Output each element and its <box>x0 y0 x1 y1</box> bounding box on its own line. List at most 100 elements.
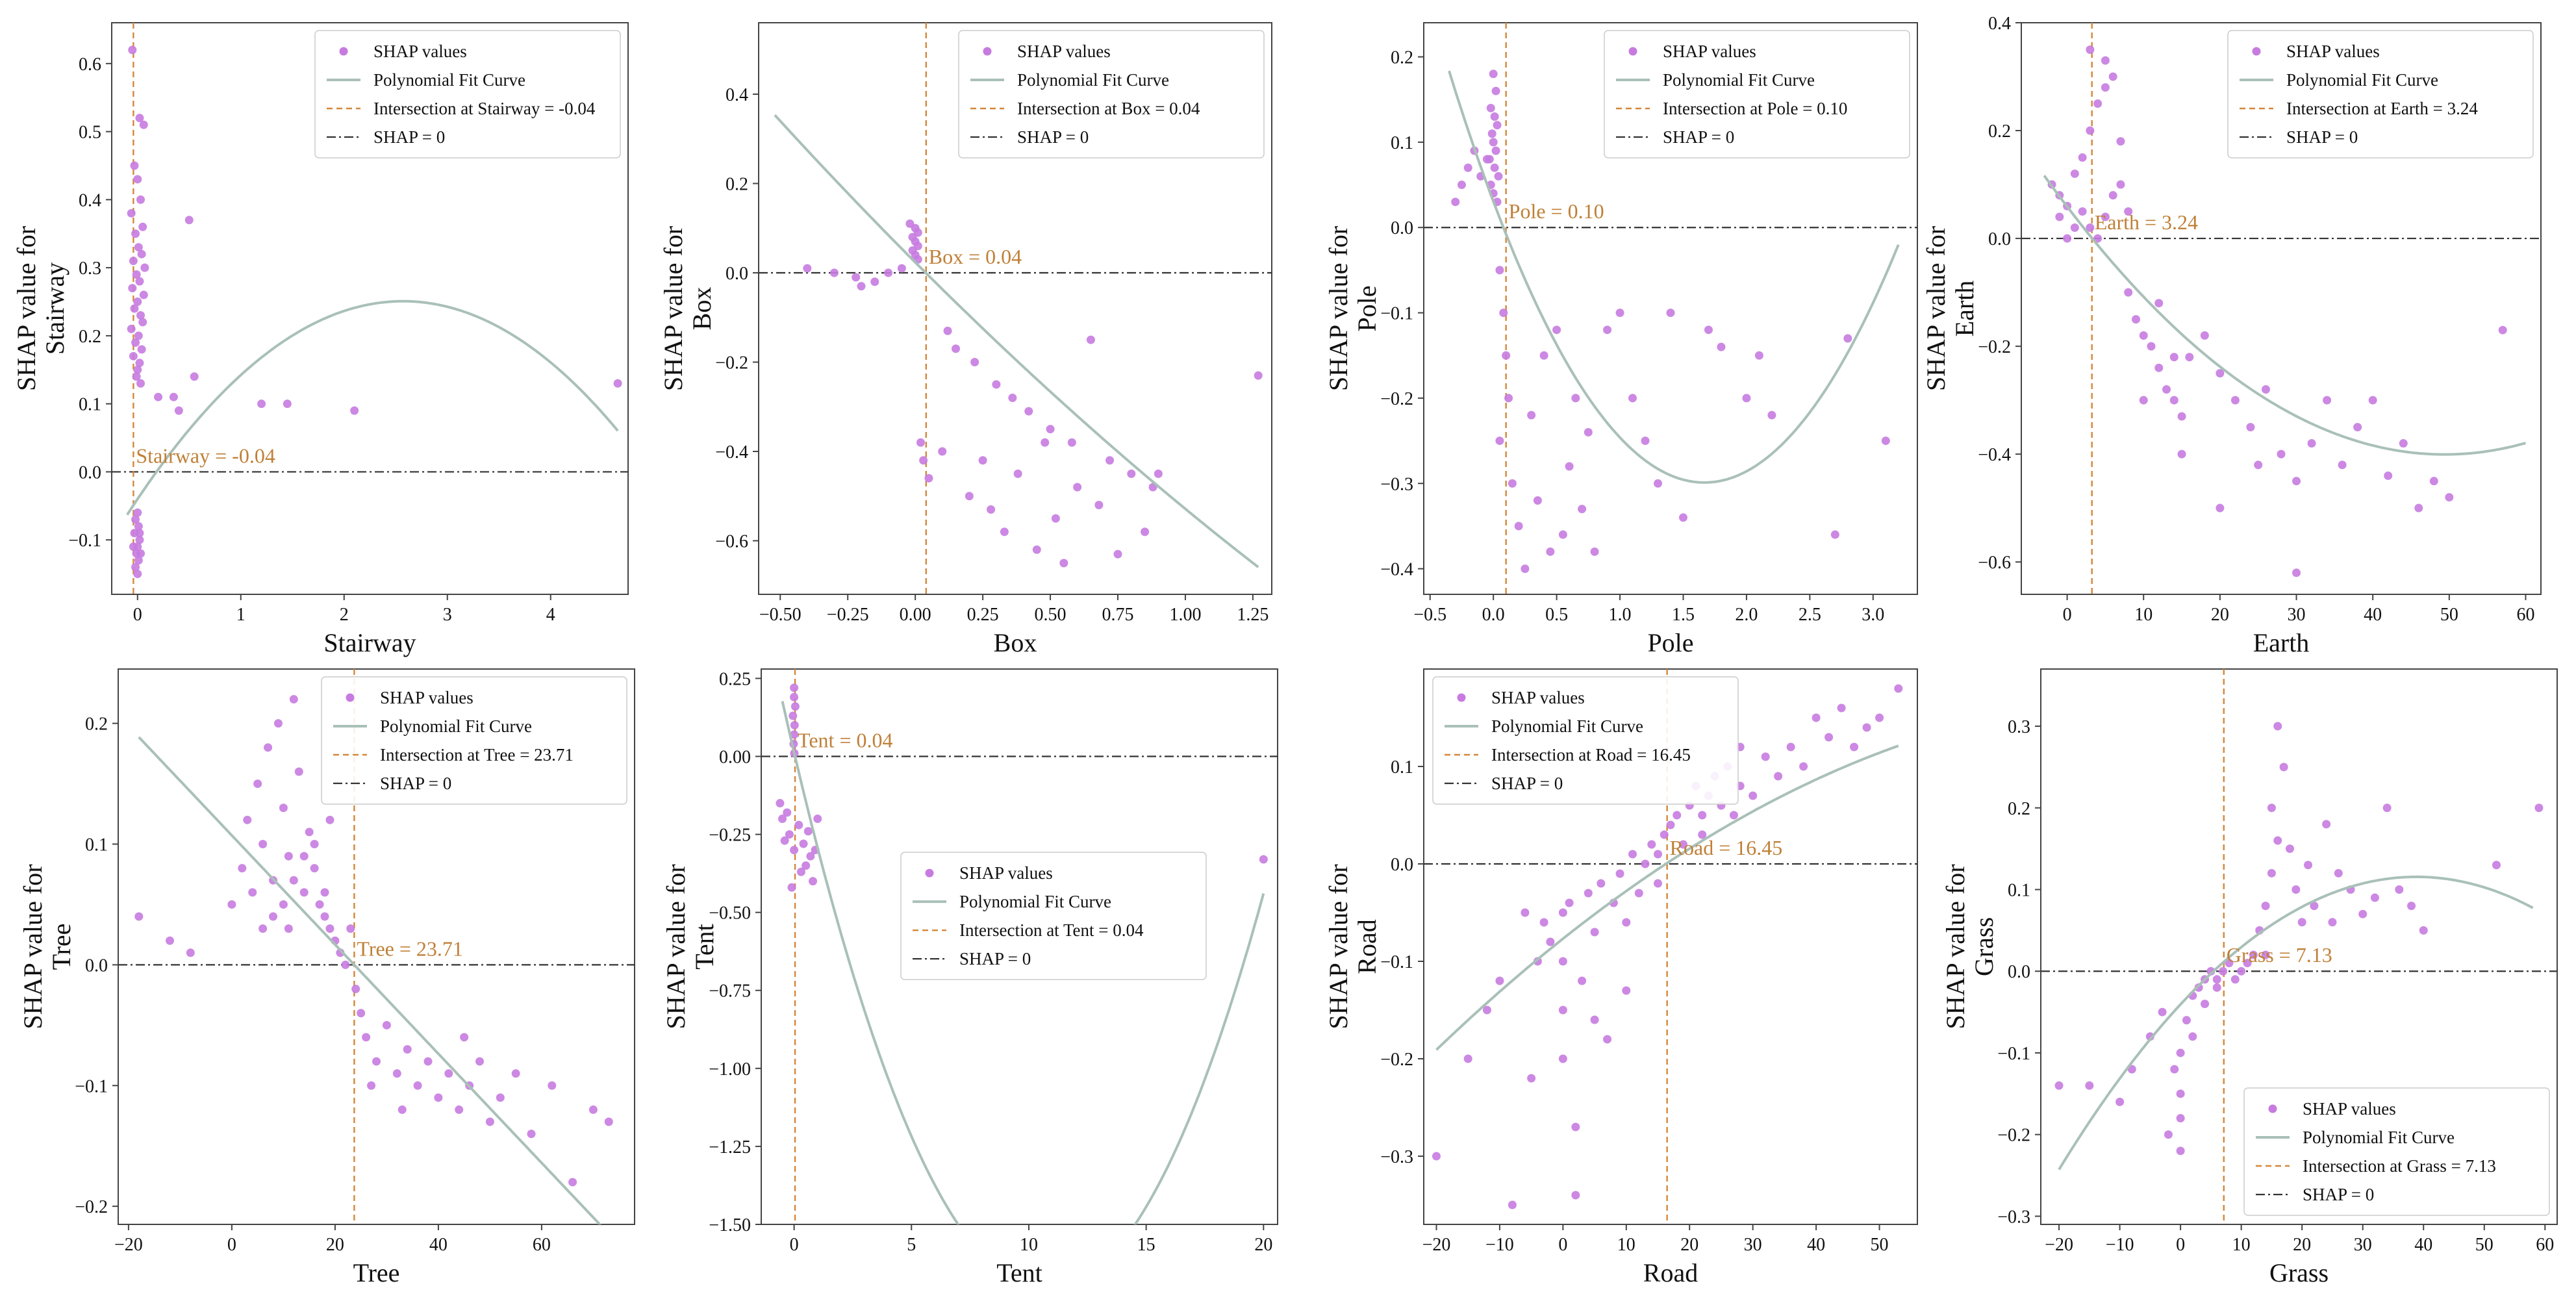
legend-shap-values: SHAP values <box>1491 688 1585 707</box>
shap-point <box>2292 885 2301 894</box>
shap-point <box>1493 121 1502 130</box>
plot-frame <box>1423 668 1918 1225</box>
shap-point <box>140 263 149 272</box>
shap-point <box>952 344 961 353</box>
shap-point <box>284 924 293 933</box>
shap-point <box>299 852 309 861</box>
shap-point <box>1508 1200 1517 1209</box>
shap-point <box>1754 351 1763 360</box>
legend-shap-zero: SHAP = 0 <box>959 949 1031 968</box>
shap-point <box>2131 315 2140 324</box>
y-axis-label-line1: SHAP value for <box>659 226 688 391</box>
x-tick-label: 10 <box>2232 1235 2251 1255</box>
legend-point-marker <box>925 868 934 878</box>
y-axis-label-line1: SHAP value for <box>18 864 47 1029</box>
shap-point <box>2338 461 2347 470</box>
shap-point <box>1641 859 1650 868</box>
shap-point <box>789 711 798 720</box>
shap-point <box>1578 976 1587 985</box>
shap-point <box>2176 1048 2185 1057</box>
shap-point <box>2419 926 2428 935</box>
legend-shap-zero: SHAP = 0 <box>380 774 451 793</box>
y-tick-label: −0.2 <box>1997 1126 2030 1146</box>
legend-intersection: Intersection at Earth = 3.24 <box>2286 99 2478 118</box>
y-tick-label: −0.3 <box>1380 474 1413 494</box>
shap-point <box>1105 456 1115 465</box>
y-tick-label: −0.4 <box>1978 445 2011 465</box>
shap-point <box>1742 394 1751 403</box>
shap-point <box>1704 325 1713 335</box>
shap-point <box>1067 438 1076 447</box>
shap-point <box>1850 742 1859 752</box>
legend-intersection: Intersection at Tree = 23.71 <box>380 745 574 765</box>
shap-point <box>790 702 800 711</box>
shap-point <box>2063 234 2072 243</box>
x-tick-label: 0.5 <box>1545 605 1568 625</box>
shap-point <box>1698 830 1707 839</box>
legend: SHAP values Polynomial Fit Curve Intersect… <box>321 676 627 805</box>
y-tick-label: 0.0 <box>2008 962 2030 982</box>
shap-point <box>131 229 140 238</box>
shap-point <box>1558 1005 1567 1015</box>
x-tick-label: 20 <box>1680 1235 1698 1255</box>
shap-point <box>1717 342 1726 351</box>
intersection-annotation: Box = 0.04 <box>929 245 1022 268</box>
shap-point <box>190 372 199 381</box>
shap-point <box>350 406 359 415</box>
shap-point <box>924 474 933 483</box>
shap-point <box>135 114 144 123</box>
shap-point <box>2188 1032 2197 1041</box>
y-tick-label: 0.3 <box>79 259 101 279</box>
shap-point <box>2261 902 2270 911</box>
legend-point-marker <box>339 47 348 56</box>
shap-point <box>325 815 335 824</box>
y-tick-label: 0.0 <box>1391 218 1413 238</box>
shap-point <box>2310 902 2319 911</box>
x-tick-label: 1.5 <box>1672 605 1695 625</box>
intersection-annotation: Earth = 3.24 <box>2095 210 2198 234</box>
y-tick-label: 0.4 <box>79 190 101 210</box>
shap-point <box>799 839 808 848</box>
x-tick-label: −0.25 <box>827 605 869 625</box>
shap-point <box>135 277 144 286</box>
shap-point <box>2322 820 2331 829</box>
y-axis-label: SHAP value forStairway <box>12 226 69 391</box>
shap-point <box>1059 559 1068 568</box>
shap-point <box>803 827 813 836</box>
shap-point <box>1678 840 1687 849</box>
x-axis-label: Box <box>994 628 1037 657</box>
shap-point <box>857 282 866 291</box>
plot-area <box>118 669 635 1224</box>
shap-point <box>1491 86 1500 95</box>
x-tick-label: −0.50 <box>759 605 802 625</box>
plot-area <box>1424 23 1917 594</box>
legend-shap-values: SHAP values <box>380 688 474 707</box>
y-axis-label-line2: Earth <box>1950 281 1979 337</box>
shap-point <box>1451 197 1460 207</box>
shap-point <box>992 380 1001 389</box>
y-tick-label: −0.1 <box>1380 304 1413 324</box>
x-tick-label: 40 <box>2364 605 2382 625</box>
shap-point <box>138 318 147 327</box>
shap-point <box>1521 564 1530 574</box>
x-tick-label: 2 <box>340 605 349 625</box>
shap-point <box>325 924 335 933</box>
shap-point <box>978 456 987 465</box>
shap-point <box>133 297 142 307</box>
shap-point <box>1502 351 1511 360</box>
shap-point <box>1259 855 1268 864</box>
shap-point <box>2304 861 2313 870</box>
shap-point <box>1666 820 1675 829</box>
shap-point <box>2162 385 2171 394</box>
y-axis-label: SHAP value forBox <box>659 226 716 391</box>
shap-point <box>310 840 319 849</box>
y-axis-label-line1: SHAP value for <box>661 864 690 1029</box>
y-tick-label: −1.50 <box>709 1215 751 1235</box>
shap-point <box>294 767 303 776</box>
shap-point <box>2277 449 2286 459</box>
intersection-annotation: Grass = 7.13 <box>2227 943 2332 967</box>
y-tick-label: 0.2 <box>85 715 108 735</box>
y-tick-label: −0.6 <box>715 532 748 552</box>
x-axis-label: Earth <box>2253 628 2310 657</box>
y-axis-label-line2: Stairway <box>40 262 69 355</box>
